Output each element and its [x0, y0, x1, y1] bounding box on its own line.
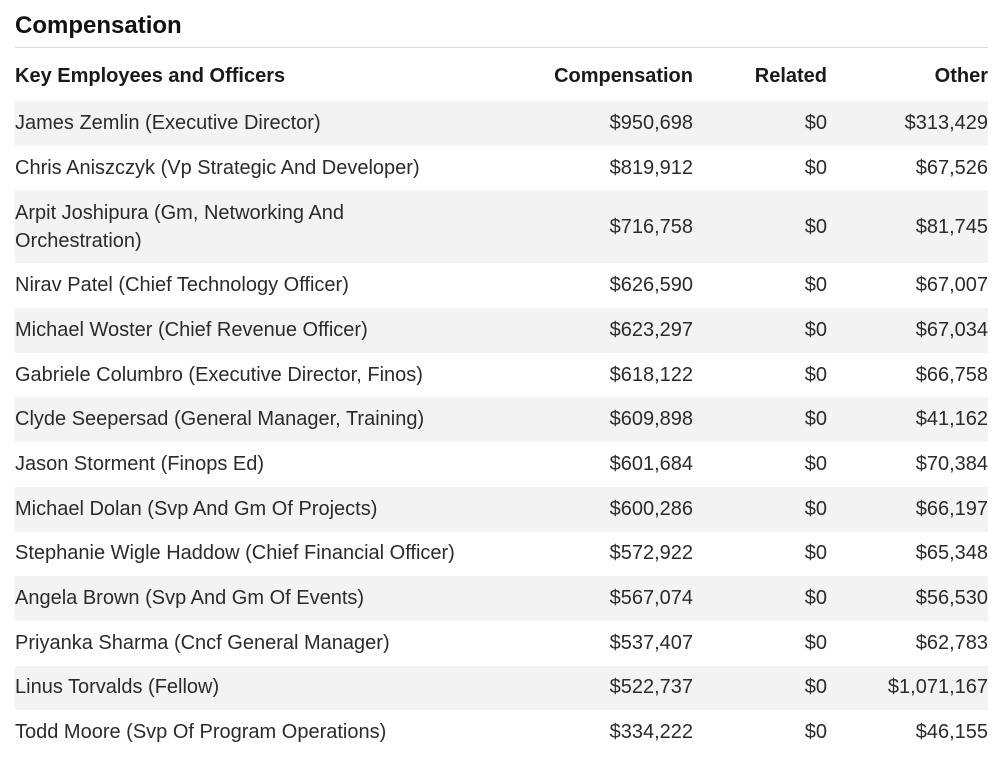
table-row: Michael Woster (Chief Revenue Officer) $… — [15, 308, 988, 353]
related-value: $0 — [693, 145, 827, 191]
compensation-value: $819,912 — [495, 145, 693, 191]
related-value: $0 — [693, 263, 827, 309]
table-row: Todd Moore (Svp Of Program Operations) $… — [15, 710, 988, 755]
table-row: Angela Brown (Svp And Gm Of Events) $567… — [15, 576, 988, 621]
employee-name: Michael Dolan (Svp And Gm Of Projects) — [15, 486, 495, 532]
compensation-value: $716,758 — [495, 190, 693, 264]
column-header-name: Key Employees and Officers — [15, 65, 286, 87]
other-value: $65,348 — [827, 531, 988, 577]
compensation-value: $623,297 — [495, 308, 693, 353]
compensation-value: $609,898 — [495, 397, 693, 443]
employee-name: Todd Moore (Svp Of Program Operations) — [15, 710, 495, 755]
compensation-table: Key Employees and Officers Compensation … — [15, 52, 988, 755]
employee-name: Gabriele Columbro (Executive Director, F… — [15, 352, 495, 398]
table-row: Linus Torvalds (Fellow) $522,737 $0 $1,0… — [15, 665, 988, 711]
related-value: $0 — [693, 710, 827, 755]
table-row: Stephanie Wigle Haddow (Chief Financial … — [15, 531, 988, 577]
other-value: $66,197 — [827, 486, 988, 532]
other-value: $46,155 — [827, 710, 988, 755]
table-row: Clyde Seepersad (General Manager, Traini… — [15, 397, 988, 443]
related-value: $0 — [693, 442, 827, 487]
related-value: $0 — [693, 397, 827, 443]
employee-name: Michael Woster (Chief Revenue Officer) — [15, 308, 495, 353]
compensation-value: $950,698 — [495, 101, 693, 146]
other-value: $62,783 — [827, 620, 988, 666]
compensation-value: $601,684 — [495, 442, 693, 487]
table-row: James Zemlin (Executive Director) $950,6… — [15, 101, 988, 146]
employee-name: Jason Storment (Finops Ed) — [15, 442, 495, 487]
other-value: $1,071,167 — [827, 665, 988, 711]
related-value: $0 — [693, 101, 827, 146]
compensation-value: $600,286 — [495, 486, 693, 532]
related-value: $0 — [693, 486, 827, 532]
employee-name: Clyde Seepersad (General Manager, Traini… — [15, 397, 495, 443]
related-value: $0 — [693, 531, 827, 577]
employee-name: Linus Torvalds (Fellow) — [15, 665, 495, 711]
table-row: Priyanka Sharma (Cncf General Manager) $… — [15, 620, 988, 666]
compensation-value: $537,407 — [495, 620, 693, 666]
related-value: $0 — [693, 308, 827, 353]
other-value: $66,758 — [827, 352, 988, 398]
column-header-compensation: Compensation — [554, 65, 693, 87]
other-value: $70,384 — [827, 442, 988, 487]
table-row: Gabriele Columbro (Executive Director, F… — [15, 352, 988, 398]
table-row: Michael Dolan (Svp And Gm Of Projects) $… — [15, 486, 988, 532]
employee-name: James Zemlin (Executive Director) — [15, 101, 495, 146]
table-row: Jason Storment (Finops Ed) $601,684 $0 $… — [15, 442, 988, 487]
related-value: $0 — [693, 576, 827, 621]
section-title: Compensation — [15, 0, 988, 48]
compensation-value: $334,222 — [495, 710, 693, 755]
related-value: $0 — [693, 665, 827, 711]
employee-name: Priyanka Sharma (Cncf General Manager) — [15, 620, 495, 666]
employee-name: Arpit Joshipura (Gm, Networking And Orch… — [15, 190, 495, 264]
related-value: $0 — [693, 190, 827, 264]
employee-name: Chris Aniszczyk (Vp Strategic And Develo… — [15, 145, 495, 191]
compensation-value: $572,922 — [495, 531, 693, 577]
other-value: $41,162 — [827, 397, 988, 443]
other-value: $81,745 — [827, 190, 988, 264]
related-value: $0 — [693, 620, 827, 666]
related-value: $0 — [693, 352, 827, 398]
other-value: $67,007 — [827, 263, 988, 309]
table-row: Chris Aniszczyk (Vp Strategic And Develo… — [15, 145, 988, 191]
compensation-value: $618,122 — [495, 352, 693, 398]
employee-name: Stephanie Wigle Haddow (Chief Financial … — [15, 531, 495, 577]
compensation-section: Compensation Key Employees and Officers … — [15, 0, 988, 755]
column-header-other: Other — [934, 65, 988, 87]
employee-name: Nirav Patel (Chief Technology Officer) — [15, 263, 495, 309]
column-header-related: Related — [754, 65, 827, 87]
compensation-value: $567,074 — [495, 576, 693, 621]
compensation-value: $522,737 — [495, 665, 693, 711]
other-value: $67,526 — [827, 145, 988, 191]
other-value: $67,034 — [827, 308, 988, 353]
table-row: Nirav Patel (Chief Technology Officer) $… — [15, 263, 988, 309]
compensation-value: $626,590 — [495, 263, 693, 309]
other-value: $56,530 — [827, 576, 988, 621]
other-value: $313,429 — [827, 101, 988, 146]
table-header-row: Key Employees and Officers Compensation … — [15, 52, 988, 101]
table-row: Arpit Joshipura (Gm, Networking And Orch… — [15, 190, 988, 264]
employee-name: Angela Brown (Svp And Gm Of Events) — [15, 576, 495, 621]
